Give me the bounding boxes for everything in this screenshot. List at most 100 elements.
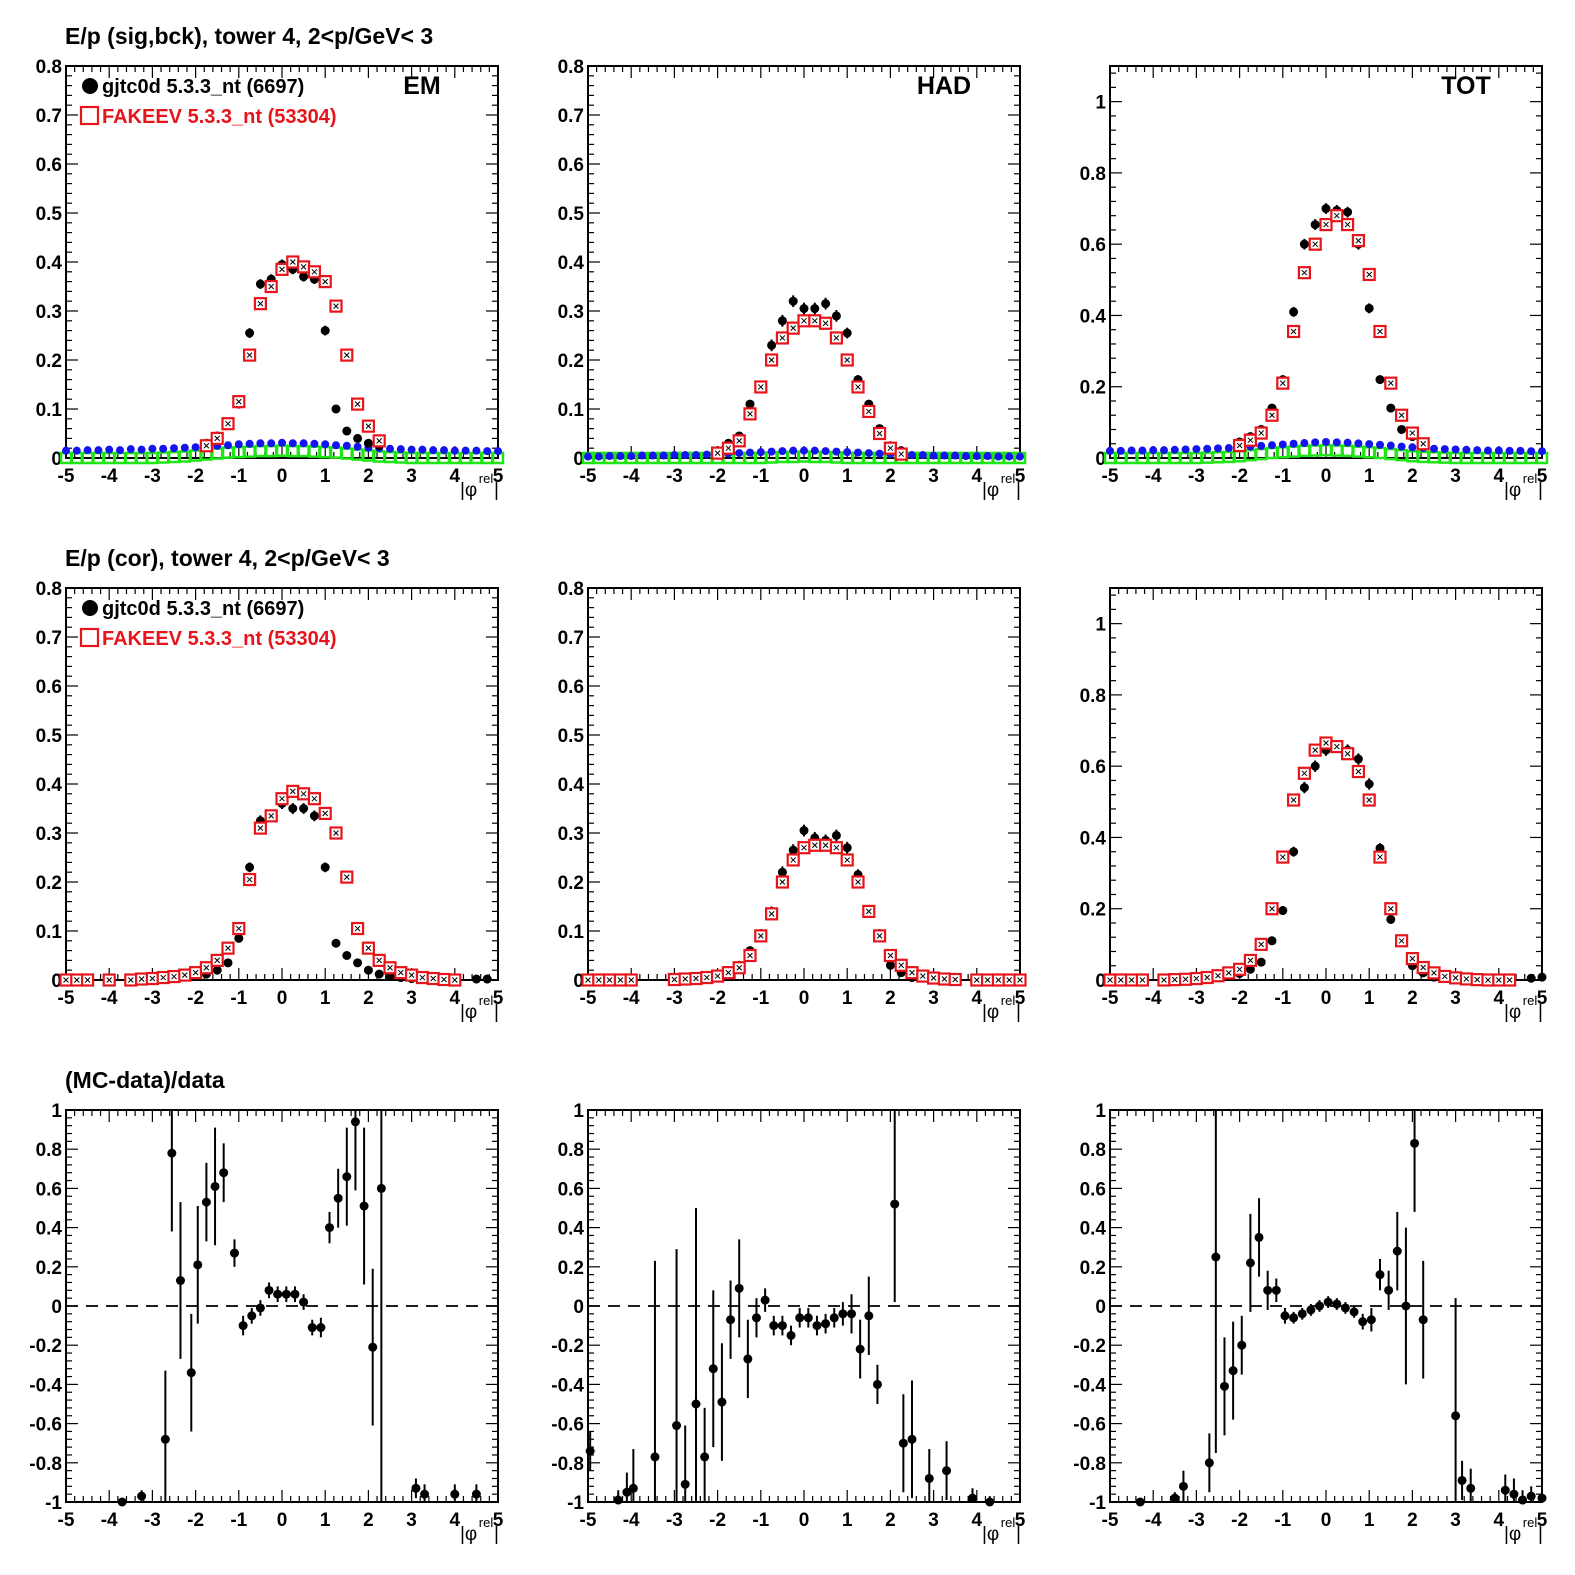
mc-marker-inner — [941, 976, 948, 982]
bkg_data-marker — [681, 451, 690, 460]
y-tick-label-m1: -1 — [45, 1493, 62, 1514]
mc-marker-inner — [1139, 977, 1146, 983]
x-tick-label-m3: -3 — [666, 1510, 683, 1531]
mc-marker-inner — [225, 945, 231, 952]
data-marker — [1418, 1315, 1428, 1325]
bkg_data-marker — [1127, 446, 1136, 455]
mc-marker-inner — [736, 964, 743, 971]
y-tick-label-0p7: 0.7 — [36, 628, 62, 649]
x-tick-label-3: 3 — [928, 988, 939, 1009]
plot-frame — [587, 587, 1021, 981]
data-marker — [325, 1223, 335, 1233]
mc-marker-inner — [1409, 955, 1416, 962]
data-marker — [831, 830, 841, 840]
x-axis-label: |φ — [982, 1002, 999, 1023]
y-tick-label-1: 1 — [51, 1101, 62, 1122]
bkg_data-marker — [1278, 440, 1287, 449]
mc-marker-inner — [311, 795, 318, 802]
bkg_data-marker — [170, 444, 178, 453]
bkg_data-marker — [461, 446, 470, 455]
data-marker — [1278, 906, 1288, 916]
mc-marker-inner — [1225, 970, 1232, 976]
data-marker — [907, 1434, 917, 1444]
y-tick-label-0p2: 0.2 — [558, 873, 584, 894]
mc-marker-inner — [703, 974, 710, 981]
y-tick-label-0: 0 — [573, 1297, 584, 1318]
bkg_data-marker — [83, 446, 92, 455]
mc-marker-inner — [682, 976, 689, 982]
data-marker — [471, 974, 481, 984]
mc-marker-inner — [354, 401, 361, 407]
bkg-mc-marker — [1308, 444, 1322, 457]
x-tick-label-m3: -3 — [144, 1510, 161, 1531]
mc-marker-inner — [725, 445, 732, 452]
bkg_data-marker — [810, 446, 819, 455]
mc-marker-inner — [801, 317, 807, 324]
data-marker — [777, 1321, 787, 1331]
panel-had-sigbck: -5 -4 -3 -2 -1 0 1 2 3 4 5 0 0.1 0.2 0.3 0.4 0.5 0.6 0.7 0.… — [558, 57, 1027, 501]
row-title-sigbck: E/p (sig,bck), tower 4, 2<p/GeV< 3 — [65, 23, 433, 49]
mc-marker-inner — [1333, 743, 1340, 750]
data-marker — [1310, 761, 1320, 771]
mc-marker-inner — [322, 278, 329, 285]
bkg_data-marker — [1224, 444, 1233, 453]
panels: -5 -4 -3 -2 -1 0 1 2 3 4 5 0 0.1 0.2 0.3 0.4 0.5 0.6 0.7 0.… — [29, 57, 1549, 1545]
x-tick-label-4: 4 — [450, 988, 461, 1009]
x-tick-label-5: 5 — [1537, 1510, 1548, 1531]
mc-marker-inner — [693, 975, 699, 982]
data-marker — [1219, 1381, 1229, 1391]
data-marker — [1466, 1483, 1476, 1493]
data-marker — [1537, 972, 1547, 982]
mc-marker-inner — [192, 969, 199, 976]
data-marker — [450, 1489, 460, 1499]
mc-marker-inner — [268, 283, 275, 290]
data-marker — [812, 1321, 822, 1331]
bkg-mc-marker — [308, 445, 321, 458]
data-marker — [1211, 1252, 1221, 1262]
x-tick-label-1: 1 — [842, 988, 853, 1009]
bkg_data-marker — [638, 451, 646, 460]
y-tick-label-0p6: 0.6 — [36, 155, 62, 176]
bkg_data-marker — [875, 449, 884, 458]
bkg_data-marker — [605, 452, 614, 461]
data-marker — [1310, 220, 1320, 230]
bkg_data-marker — [962, 452, 970, 461]
x-tick-label-m3: -3 — [1188, 466, 1205, 487]
y-tick-label-m0p4: -0.4 — [1073, 1375, 1106, 1396]
mc-marker-inner — [1279, 380, 1286, 387]
data-marker — [1526, 1491, 1536, 1501]
data-marker — [838, 1309, 848, 1319]
data-marker — [320, 326, 330, 336]
panel-had-cor: -5 -4 -3 -2 -1 0 1 2 3 4 5 0 0.1 0.2 0.3 0.4 0.5 0.6 0.7 0.… — [558, 579, 1027, 1023]
mc-marker-inner — [451, 977, 458, 983]
panel-tag-em: EM — [403, 72, 441, 100]
data-marker — [1135, 1497, 1145, 1507]
x-tick-label-2: 2 — [363, 1510, 374, 1531]
data-marker — [786, 1330, 796, 1340]
mc-marker-inner — [1452, 975, 1459, 981]
y-tick-label-0p7: 0.7 — [558, 628, 584, 649]
x-tick-label-4: 4 — [450, 466, 461, 487]
y-tick-label-0p2: 0.2 — [558, 351, 584, 372]
mc-marker-inner — [289, 259, 296, 265]
x-axis-label: |φ — [1504, 1002, 1521, 1023]
mc-marker-inner — [1398, 937, 1405, 944]
bkg_data-marker — [1192, 445, 1201, 454]
data-marker — [273, 1289, 283, 1299]
y-tick-label-0p5: 0.5 — [36, 726, 63, 747]
x-tick-label-2: 2 — [885, 988, 896, 1009]
mc-marker-inner — [1258, 941, 1265, 948]
x-tick-label-0: 0 — [277, 466, 288, 487]
bkg_data-marker — [1106, 446, 1114, 455]
x-tick-label-m4: -4 — [623, 988, 640, 1009]
mc-marker-inner — [257, 825, 264, 831]
bkg_data-marker — [648, 451, 657, 460]
data-marker — [1349, 1307, 1359, 1317]
mc-marker-inner — [714, 973, 721, 979]
y-tick-label-m0p8: -0.8 — [1073, 1454, 1106, 1475]
mc-marker-inner — [585, 977, 591, 983]
mc-marker-inner — [343, 874, 350, 880]
mc-marker-inner — [1107, 977, 1113, 983]
y-tick-label-0p6: 0.6 — [558, 155, 584, 176]
